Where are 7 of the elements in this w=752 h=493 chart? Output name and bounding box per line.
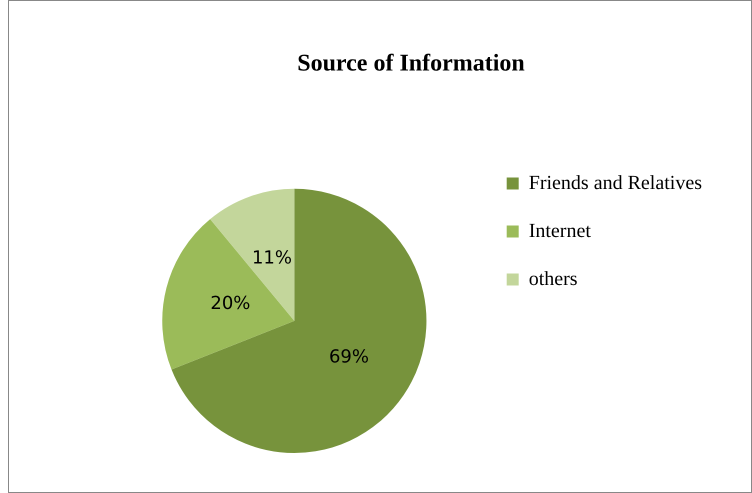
legend-label: others bbox=[528, 268, 578, 290]
data-label: 11% bbox=[252, 247, 292, 268]
data-label: 69% bbox=[328, 346, 369, 368]
data-label: 20% bbox=[210, 293, 250, 314]
chart-title: Source of Information bbox=[297, 50, 525, 77]
legend-label: Friends and Relatives bbox=[528, 172, 702, 194]
legend-label: Internet bbox=[528, 220, 592, 242]
